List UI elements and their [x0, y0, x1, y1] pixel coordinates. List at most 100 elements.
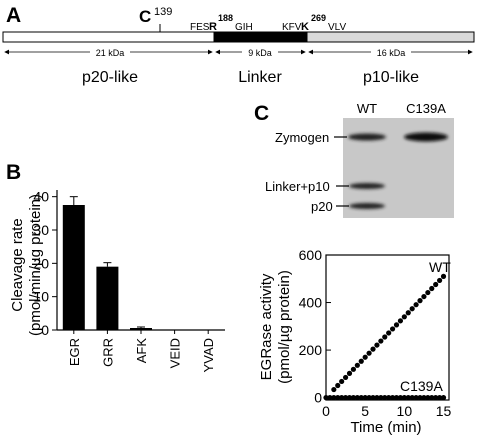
scatter-x-tick-label: 5	[361, 403, 369, 419]
point-c139a	[378, 395, 384, 401]
bar-y-tick-label: 0	[41, 322, 49, 338]
point-wt	[397, 318, 404, 324]
bar-y-tick-label: 40	[33, 189, 49, 205]
gel-lane-wt: WT	[357, 101, 377, 116]
panel-label-b: B	[6, 161, 21, 184]
p20-segment	[2, 31, 215, 43]
point-c139a	[421, 395, 427, 401]
bar-afk	[130, 328, 152, 330]
point-wt	[366, 350, 372, 356]
scatter-ylabel-units: (pmol/µg protein)	[276, 270, 293, 384]
p20-size-label: 21 kDa	[96, 48, 125, 58]
scatter-y-tick-label: 600	[299, 247, 323, 263]
point-wt	[417, 298, 423, 304]
point-c139a	[436, 395, 443, 401]
bar-y-tick-label: 30	[33, 222, 49, 238]
bar-category-label: EGR	[67, 338, 82, 366]
point-wt	[386, 330, 392, 336]
gel-label-linker-p10: Linker+p10	[265, 179, 330, 194]
motif1-prefix: FES	[190, 22, 210, 33]
bar-egr	[62, 205, 85, 330]
point-c139a	[440, 395, 447, 401]
panel-label-a: A	[6, 4, 21, 27]
point-wt	[413, 302, 419, 308]
point-c139a	[335, 395, 341, 401]
p10-segment	[306, 31, 475, 43]
bar-y-tick-label: 10	[33, 289, 49, 305]
panel-c: C WT C139A Zymogen Linker+p10 p20 EGRase…	[254, 101, 454, 436]
point-wt	[358, 358, 364, 364]
point-c139a	[425, 395, 431, 401]
motif2-prefix: KFV	[282, 22, 302, 33]
point-wt	[374, 342, 380, 348]
point-c139a	[386, 395, 392, 401]
gel-band-wt-linker-p10	[349, 183, 385, 189]
motif2-suffix: VLV	[328, 22, 346, 33]
point-wt	[382, 334, 388, 340]
bar-ylabel: Cleavage rate	[9, 218, 26, 311]
panel-b: B Cleavage rate (pmol/min/µg protein) 0 1…	[6, 161, 225, 372]
panel-a: A C 139 FES R 188 GIH KFV K 269 VLV 21 k…	[2, 4, 475, 86]
scatter-frame	[325, 254, 450, 401]
bar-category-label: VEID	[168, 338, 183, 368]
point-c139a	[397, 395, 404, 401]
point-wt	[346, 370, 353, 376]
scatter-marks	[323, 273, 447, 401]
point-wt	[409, 306, 415, 312]
point-wt	[440, 273, 447, 279]
point-c139a	[382, 395, 388, 401]
motif2-residue: K	[301, 21, 309, 33]
scatter-y-tick-label: 400	[299, 295, 323, 311]
point-wt	[370, 346, 376, 352]
point-c139a	[327, 395, 333, 401]
p10-size-bg	[371, 47, 411, 58]
point-c139a	[362, 395, 368, 401]
series-label-c139a: C139A	[400, 378, 443, 394]
point-c139a	[433, 395, 439, 401]
gel-band-wt-zymogen	[348, 133, 386, 141]
point-wt	[436, 277, 443, 284]
p10-size-label: 16 kDa	[377, 48, 406, 58]
bar-category-label: YVAD	[201, 338, 216, 372]
point-wt	[339, 378, 345, 385]
point-c139a	[417, 395, 423, 401]
point-c139a	[342, 395, 349, 401]
scatter-y-tick-label: 200	[299, 342, 323, 358]
motif1-residue: R	[209, 21, 217, 33]
point-wt	[350, 366, 357, 372]
linker-size-bg	[242, 47, 278, 58]
motif1-number: 188	[218, 13, 233, 23]
panel-label-c: C	[254, 102, 269, 125]
bar-axes: 0 10 20 30 40 EGR GRR AFK VEID YVAD	[33, 189, 225, 372]
point-wt	[425, 289, 431, 296]
gel-background	[343, 118, 454, 218]
gel-band-c139a-zymogen	[404, 132, 448, 142]
linker-segment	[213, 31, 308, 43]
gel-band-wt-p20	[349, 203, 385, 209]
point-wt	[429, 285, 435, 292]
series-label-wt: WT	[429, 259, 451, 275]
point-wt	[331, 386, 337, 393]
bar-category-label: AFK	[134, 338, 149, 364]
point-c139a	[358, 395, 364, 401]
scatter-x-tick-label: 0	[322, 403, 330, 419]
point-wt	[335, 382, 341, 389]
point-c139a	[405, 395, 411, 401]
point-wt	[354, 362, 360, 368]
scatter-y-tick-label: 0	[314, 390, 322, 406]
point-c139a	[366, 395, 372, 401]
motif1-suffix: GIH	[235, 22, 253, 33]
bar-marks	[62, 196, 152, 330]
point-c139a	[331, 395, 337, 401]
scatter-ylabel: EGRase activity	[258, 273, 275, 380]
point-wt	[362, 354, 368, 360]
gel-label-p20: p20	[311, 199, 333, 214]
point-c139a	[389, 395, 396, 401]
point-wt	[401, 314, 407, 320]
point-wt	[342, 374, 349, 381]
point-wt	[405, 310, 411, 316]
point-wt	[393, 322, 400, 328]
point-c139a	[323, 395, 329, 401]
point-c139a	[374, 395, 380, 401]
